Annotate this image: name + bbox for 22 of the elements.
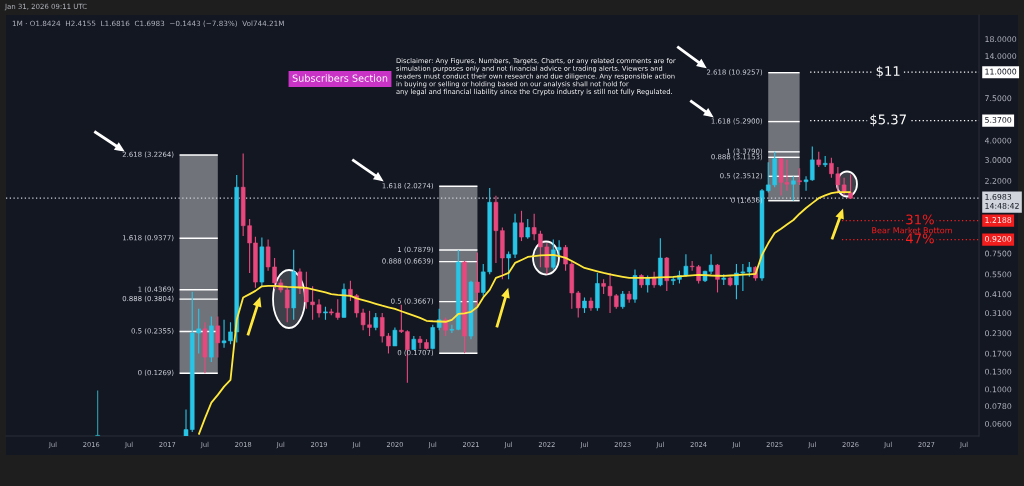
- candlestick: [430, 324, 435, 351]
- annotation: $5.37: [870, 114, 906, 127]
- annotation: Bear Market Bottom: [872, 227, 952, 234]
- annotation: Subscribers Section: [292, 74, 388, 82]
- candlestick: [436, 308, 442, 331]
- candlestick: [392, 326, 398, 347]
- annotation: $11: [876, 65, 900, 78]
- candlestick: [215, 315, 221, 359]
- candlestick: [475, 251, 480, 308]
- candlestick: [664, 256, 670, 292]
- candlestick: [449, 324, 455, 334]
- candlestick: [848, 173, 853, 200]
- candlestick: [575, 290, 581, 318]
- candlestick: [791, 175, 796, 202]
- candlestick: [95, 390, 100, 436]
- candlestick: [297, 267, 303, 295]
- candlestick: [525, 218, 530, 240]
- candlestick: [284, 287, 290, 323]
- annotation: 47%: [905, 233, 934, 244]
- candlestick: [632, 268, 638, 304]
- candlestick: [519, 210, 524, 242]
- annotation: 31%: [906, 214, 934, 225]
